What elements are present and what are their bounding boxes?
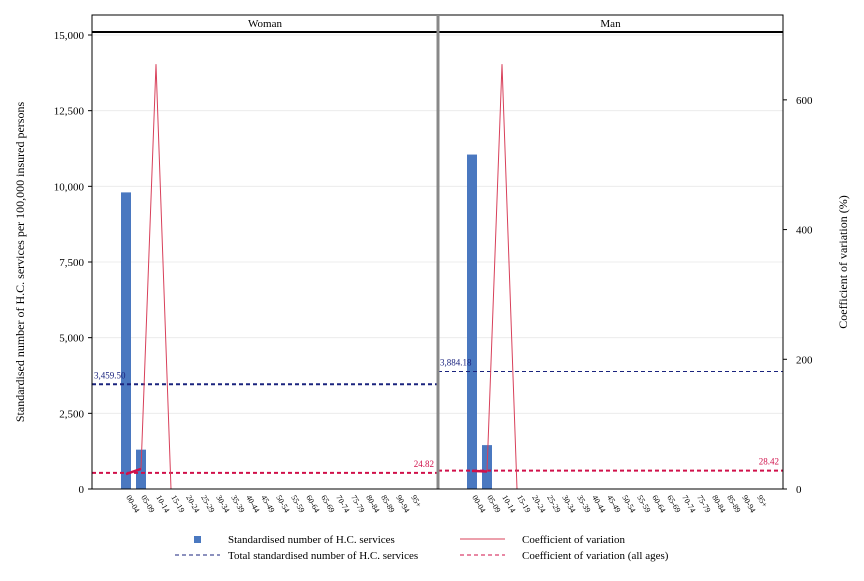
y-tick-label: 15,000 — [54, 30, 85, 42]
x-tick-label: 45-49 — [605, 494, 622, 515]
x-tick-label: 05-09 — [139, 494, 156, 515]
x-tick-label: 80-84 — [364, 494, 381, 515]
x-tick-label: 10-14 — [500, 494, 517, 515]
x-tick-label: 80-84 — [710, 494, 727, 515]
x-tick-label: 75-79 — [349, 494, 366, 515]
y2-tick-label: 200 — [796, 354, 813, 366]
x-tick-label: 50-54 — [274, 494, 291, 515]
legend-label: Coefficient of variation (all ages) — [522, 550, 669, 562]
cv-lines — [125, 64, 518, 490]
cv-all-ages-label: 24.82 — [414, 459, 434, 469]
x-tick-label: 30-34 — [560, 494, 577, 515]
legend-label: Total standardised number of H.C. servic… — [228, 550, 418, 562]
x-tick-label: 60-64 — [650, 494, 667, 515]
x-tick-label: 15-19 — [169, 494, 186, 515]
x-tick-label: 00-04 — [470, 494, 487, 515]
x-tick-label: 45-49 — [259, 494, 276, 515]
legend: Standardised number of H.C. services Coef… — [175, 534, 669, 562]
reference-lines: 3,459.50 24.82 3,884.18 28.42 — [92, 357, 783, 474]
x-tick-label: 05-09 — [485, 494, 502, 515]
cv-all-ages-label: 28.42 — [759, 457, 779, 467]
x-tick-label: 20-24 — [530, 494, 547, 515]
cv-line — [125, 64, 172, 490]
x-tick-label: 25-29 — [199, 494, 216, 515]
total-reference-label: 3,884.18 — [440, 357, 472, 367]
y2-tick-label: 400 — [796, 225, 813, 237]
x-tick-label: 20-24 — [184, 494, 201, 515]
x-tick-label: 40-44 — [244, 494, 261, 515]
x-tick-label: 30-34 — [214, 494, 231, 515]
bar — [467, 154, 477, 489]
x-tick-label: 90-94 — [394, 494, 411, 515]
y2-tick-label: 600 — [796, 95, 813, 107]
x-tick-label: 40-44 — [590, 494, 607, 515]
cv-point-segment — [125, 467, 142, 476]
x-tick-label: 70-74 — [680, 494, 697, 515]
y2-tick-label: 0 — [796, 484, 802, 496]
panel-title: Man — [600, 18, 621, 30]
y-tick-label: 0 — [79, 484, 85, 496]
x-tick-label: 90-94 — [740, 494, 757, 515]
y2-axis-title: Coefficient of variation (%) — [836, 195, 850, 328]
x-tick-label: 55-59 — [635, 494, 652, 515]
y-axis-title: Standardised number of H.C. services per… — [13, 102, 27, 423]
x-tick-label: 65-69 — [665, 494, 682, 515]
x-tick-label: 95+ — [409, 494, 423, 510]
legend-label: Standardised number of H.C. services — [228, 534, 395, 546]
y-tick-label: 10,000 — [54, 181, 85, 193]
panel-frames: Woman Man — [91, 14, 784, 490]
x-tick-label: 55-59 — [289, 494, 306, 515]
legend-label: Coefficient of variation — [522, 534, 626, 546]
x-tick-label: 85-89 — [725, 494, 742, 515]
y-tick-label: 7,500 — [59, 257, 84, 269]
panel-title: Woman — [248, 18, 282, 30]
x-tick-label: 35-39 — [229, 494, 246, 515]
bars — [121, 154, 492, 490]
y-tick-label: 5,000 — [59, 333, 84, 345]
x-tick-label: 95+ — [755, 494, 769, 510]
x-tick-label: 25-29 — [545, 494, 562, 515]
x-tick-label: 65-69 — [319, 494, 336, 515]
x-tick-label: 50-54 — [620, 494, 637, 515]
x-tick-label: 00-04 — [124, 494, 141, 515]
gridlines — [92, 34, 783, 490]
x-tick-label: 10-14 — [154, 494, 171, 515]
y-tick-label: 12,500 — [54, 106, 85, 118]
axes: 00-0405-0910-1415-1920-2425-2930-3435-39… — [13, 30, 850, 514]
x-tick-label: 35-39 — [575, 494, 592, 515]
total-reference-label: 3,459.50 — [94, 370, 126, 380]
y-tick-label: 2,500 — [59, 408, 84, 420]
legend-swatch-bar — [194, 536, 201, 543]
x-tick-label: 15-19 — [515, 494, 532, 515]
x-tick-label: 60-64 — [304, 494, 321, 515]
x-tick-label: 75-79 — [695, 494, 712, 515]
x-tick-label: 85-89 — [379, 494, 396, 515]
bar — [121, 192, 131, 490]
cv-point-segment — [471, 469, 488, 473]
cv-line — [471, 64, 518, 490]
x-tick-label: 70-74 — [334, 494, 351, 515]
